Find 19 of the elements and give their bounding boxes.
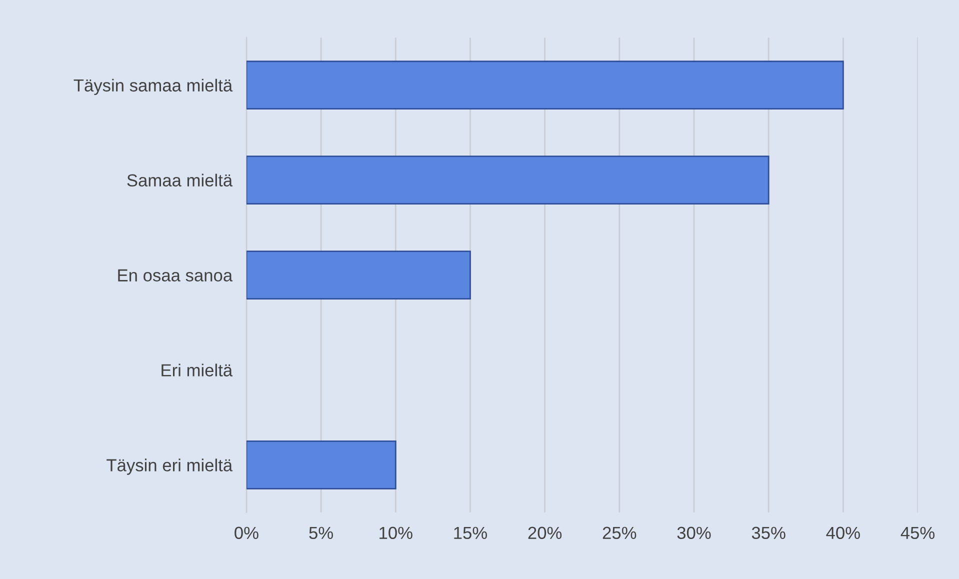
y-tick-label: Eri mieltä <box>162 364 233 376</box>
x-tick-label: 25% <box>602 526 636 540</box>
x-tick-label: 15% <box>454 526 487 540</box>
x-tick-label: 5% <box>309 526 333 540</box>
y-tick-label: Täysin eri mieltä <box>106 458 233 475</box>
x-tick-label: 35% <box>752 526 786 540</box>
x-tick-label: 20% <box>528 526 562 540</box>
x-tick-label: 0% <box>234 526 258 540</box>
bar <box>246 60 844 110</box>
bar <box>246 156 770 205</box>
y-tick-label: En osaa sanoa <box>118 269 233 282</box>
bar <box>246 440 396 490</box>
y-tick-label: Täysin samaa mieltä <box>74 78 233 96</box>
x-tick-label: 10% <box>380 526 412 540</box>
y-tick-label: Samaa mieltä <box>127 174 233 187</box>
bar <box>246 250 471 300</box>
x-tick-label: 45% <box>900 526 935 540</box>
x-tick-label: 30% <box>677 526 711 540</box>
x-tick-label: 40% <box>826 526 860 540</box>
